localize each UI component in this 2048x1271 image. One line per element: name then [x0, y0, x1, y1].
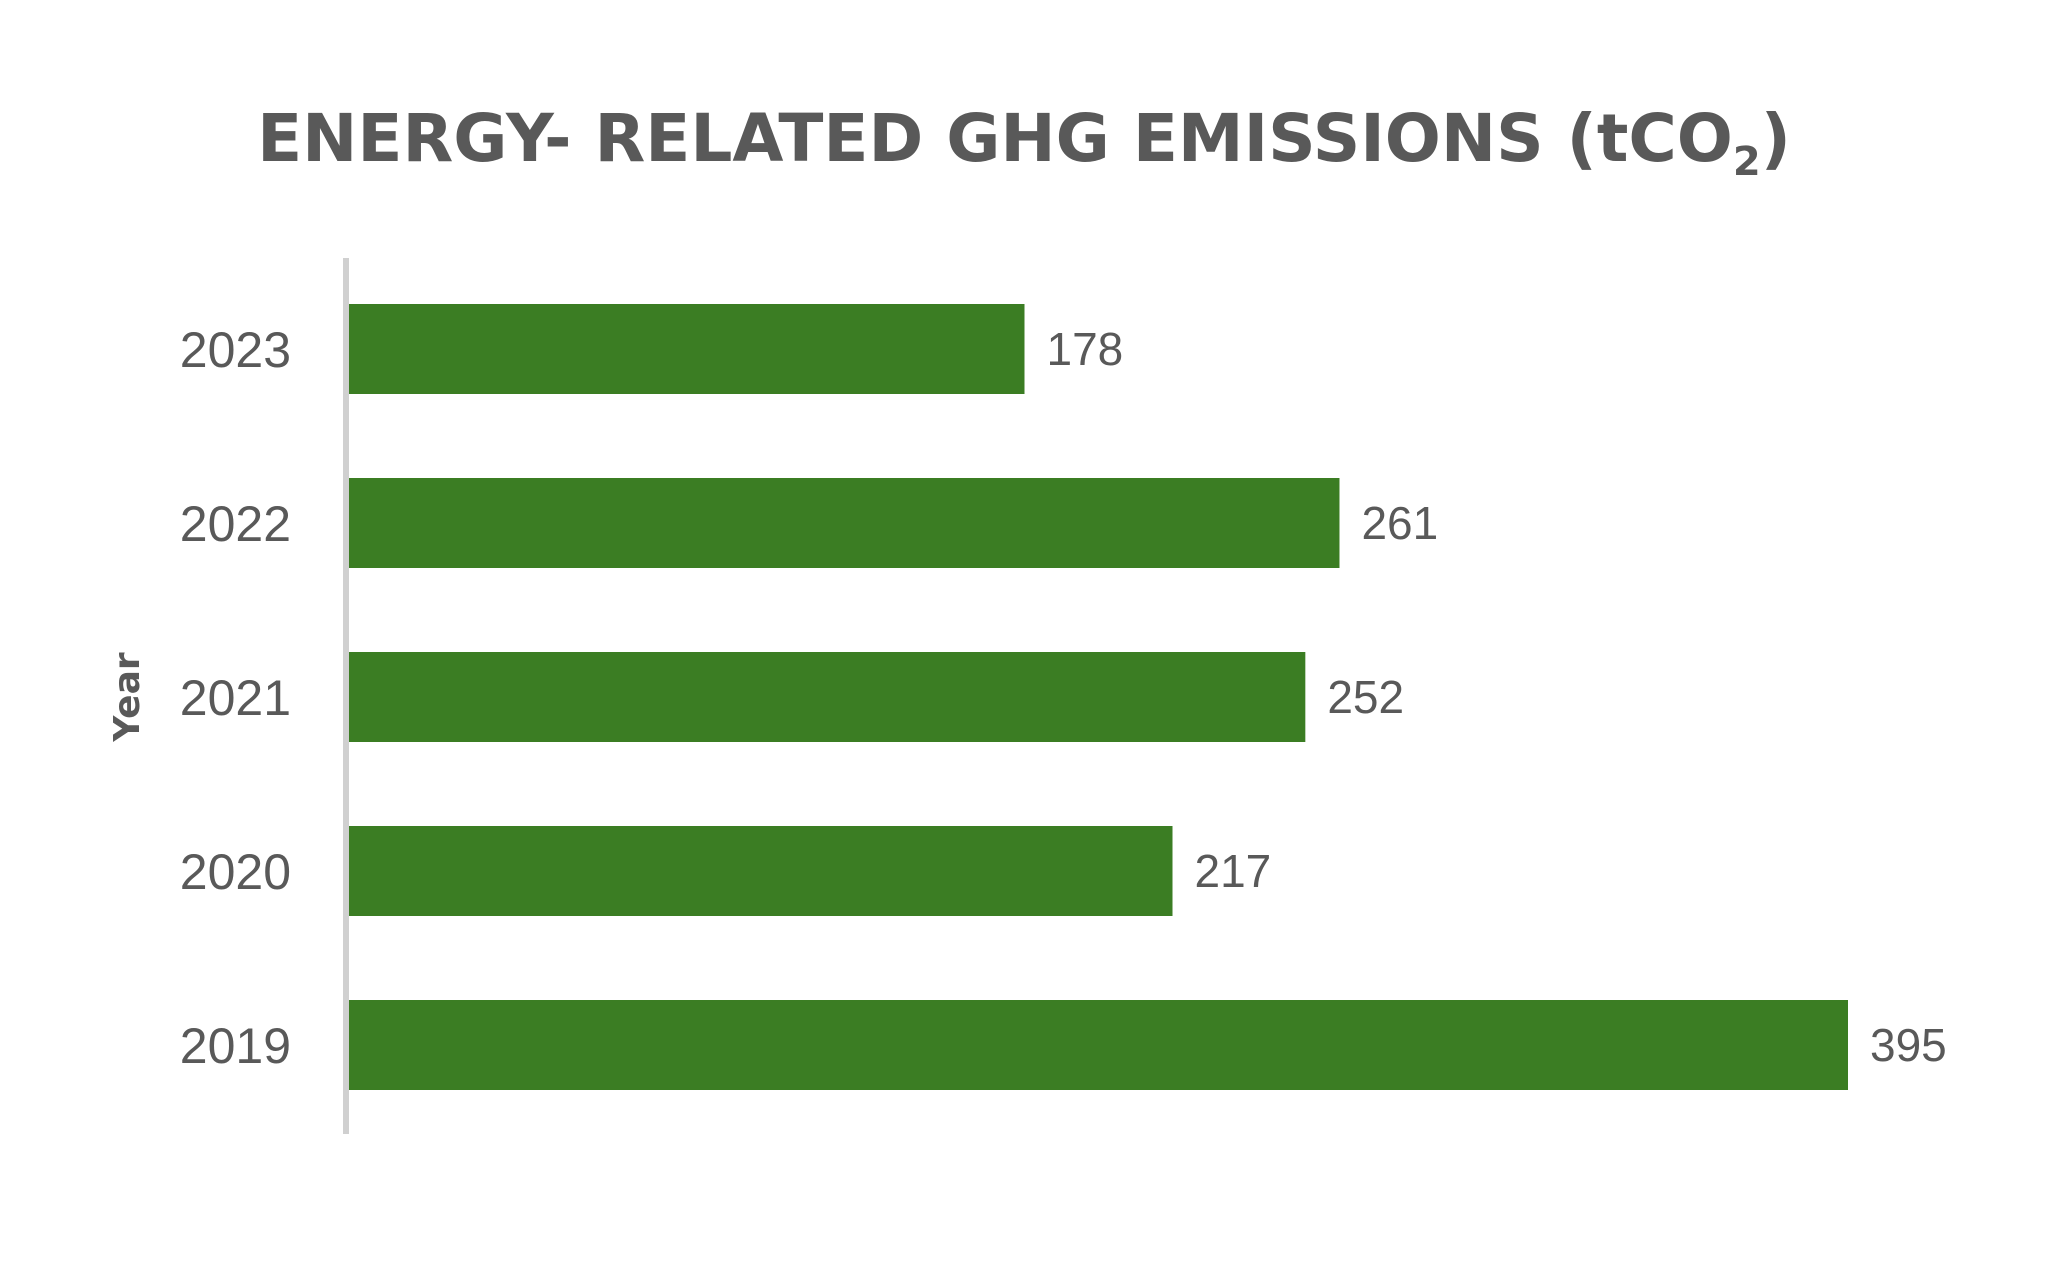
chart-title-subscript: 2	[1732, 139, 1761, 185]
chart-title-main: ENERGY- RELATED GHG EMISSIONS (tCO	[257, 100, 1733, 177]
bar-2019	[349, 1000, 1848, 1090]
category-label-2022: 2022	[180, 496, 291, 552]
category-label-2021: 2021	[180, 670, 291, 726]
category-label-2023: 2023	[180, 322, 291, 378]
y-axis-title: Year	[107, 652, 148, 742]
category-label-2020: 2020	[180, 844, 291, 900]
chart-title-end: )	[1760, 100, 1791, 177]
labels-layer: 2023 178 2022 261 2021 252 2020 217 2019 395	[180, 322, 1947, 1074]
category-label-2019: 2019	[180, 1018, 291, 1074]
value-label-2023: 178	[1046, 323, 1123, 375]
bar-2023	[349, 304, 1025, 394]
bars-layer	[349, 304, 1848, 1090]
chart-title: ENERGY- RELATED GHG EMISSIONS (tCO2)	[0, 100, 2048, 185]
value-label-2020: 217	[1195, 845, 1272, 897]
bar-2022	[349, 478, 1340, 568]
value-label-2019: 395	[1870, 1019, 1947, 1071]
bar-2020	[349, 826, 1173, 916]
bar-2021	[349, 652, 1306, 742]
value-label-2021: 252	[1327, 671, 1404, 723]
value-label-2022: 261	[1361, 497, 1438, 549]
